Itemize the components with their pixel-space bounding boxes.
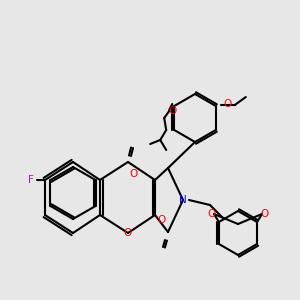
Text: O: O xyxy=(224,99,232,109)
Text: O: O xyxy=(124,228,132,238)
Text: O: O xyxy=(208,209,216,219)
Text: N: N xyxy=(179,195,187,205)
Text: O: O xyxy=(260,209,268,219)
Text: O: O xyxy=(129,169,137,179)
Text: O: O xyxy=(158,215,166,225)
Text: O: O xyxy=(168,106,176,116)
Text: F: F xyxy=(28,175,34,185)
